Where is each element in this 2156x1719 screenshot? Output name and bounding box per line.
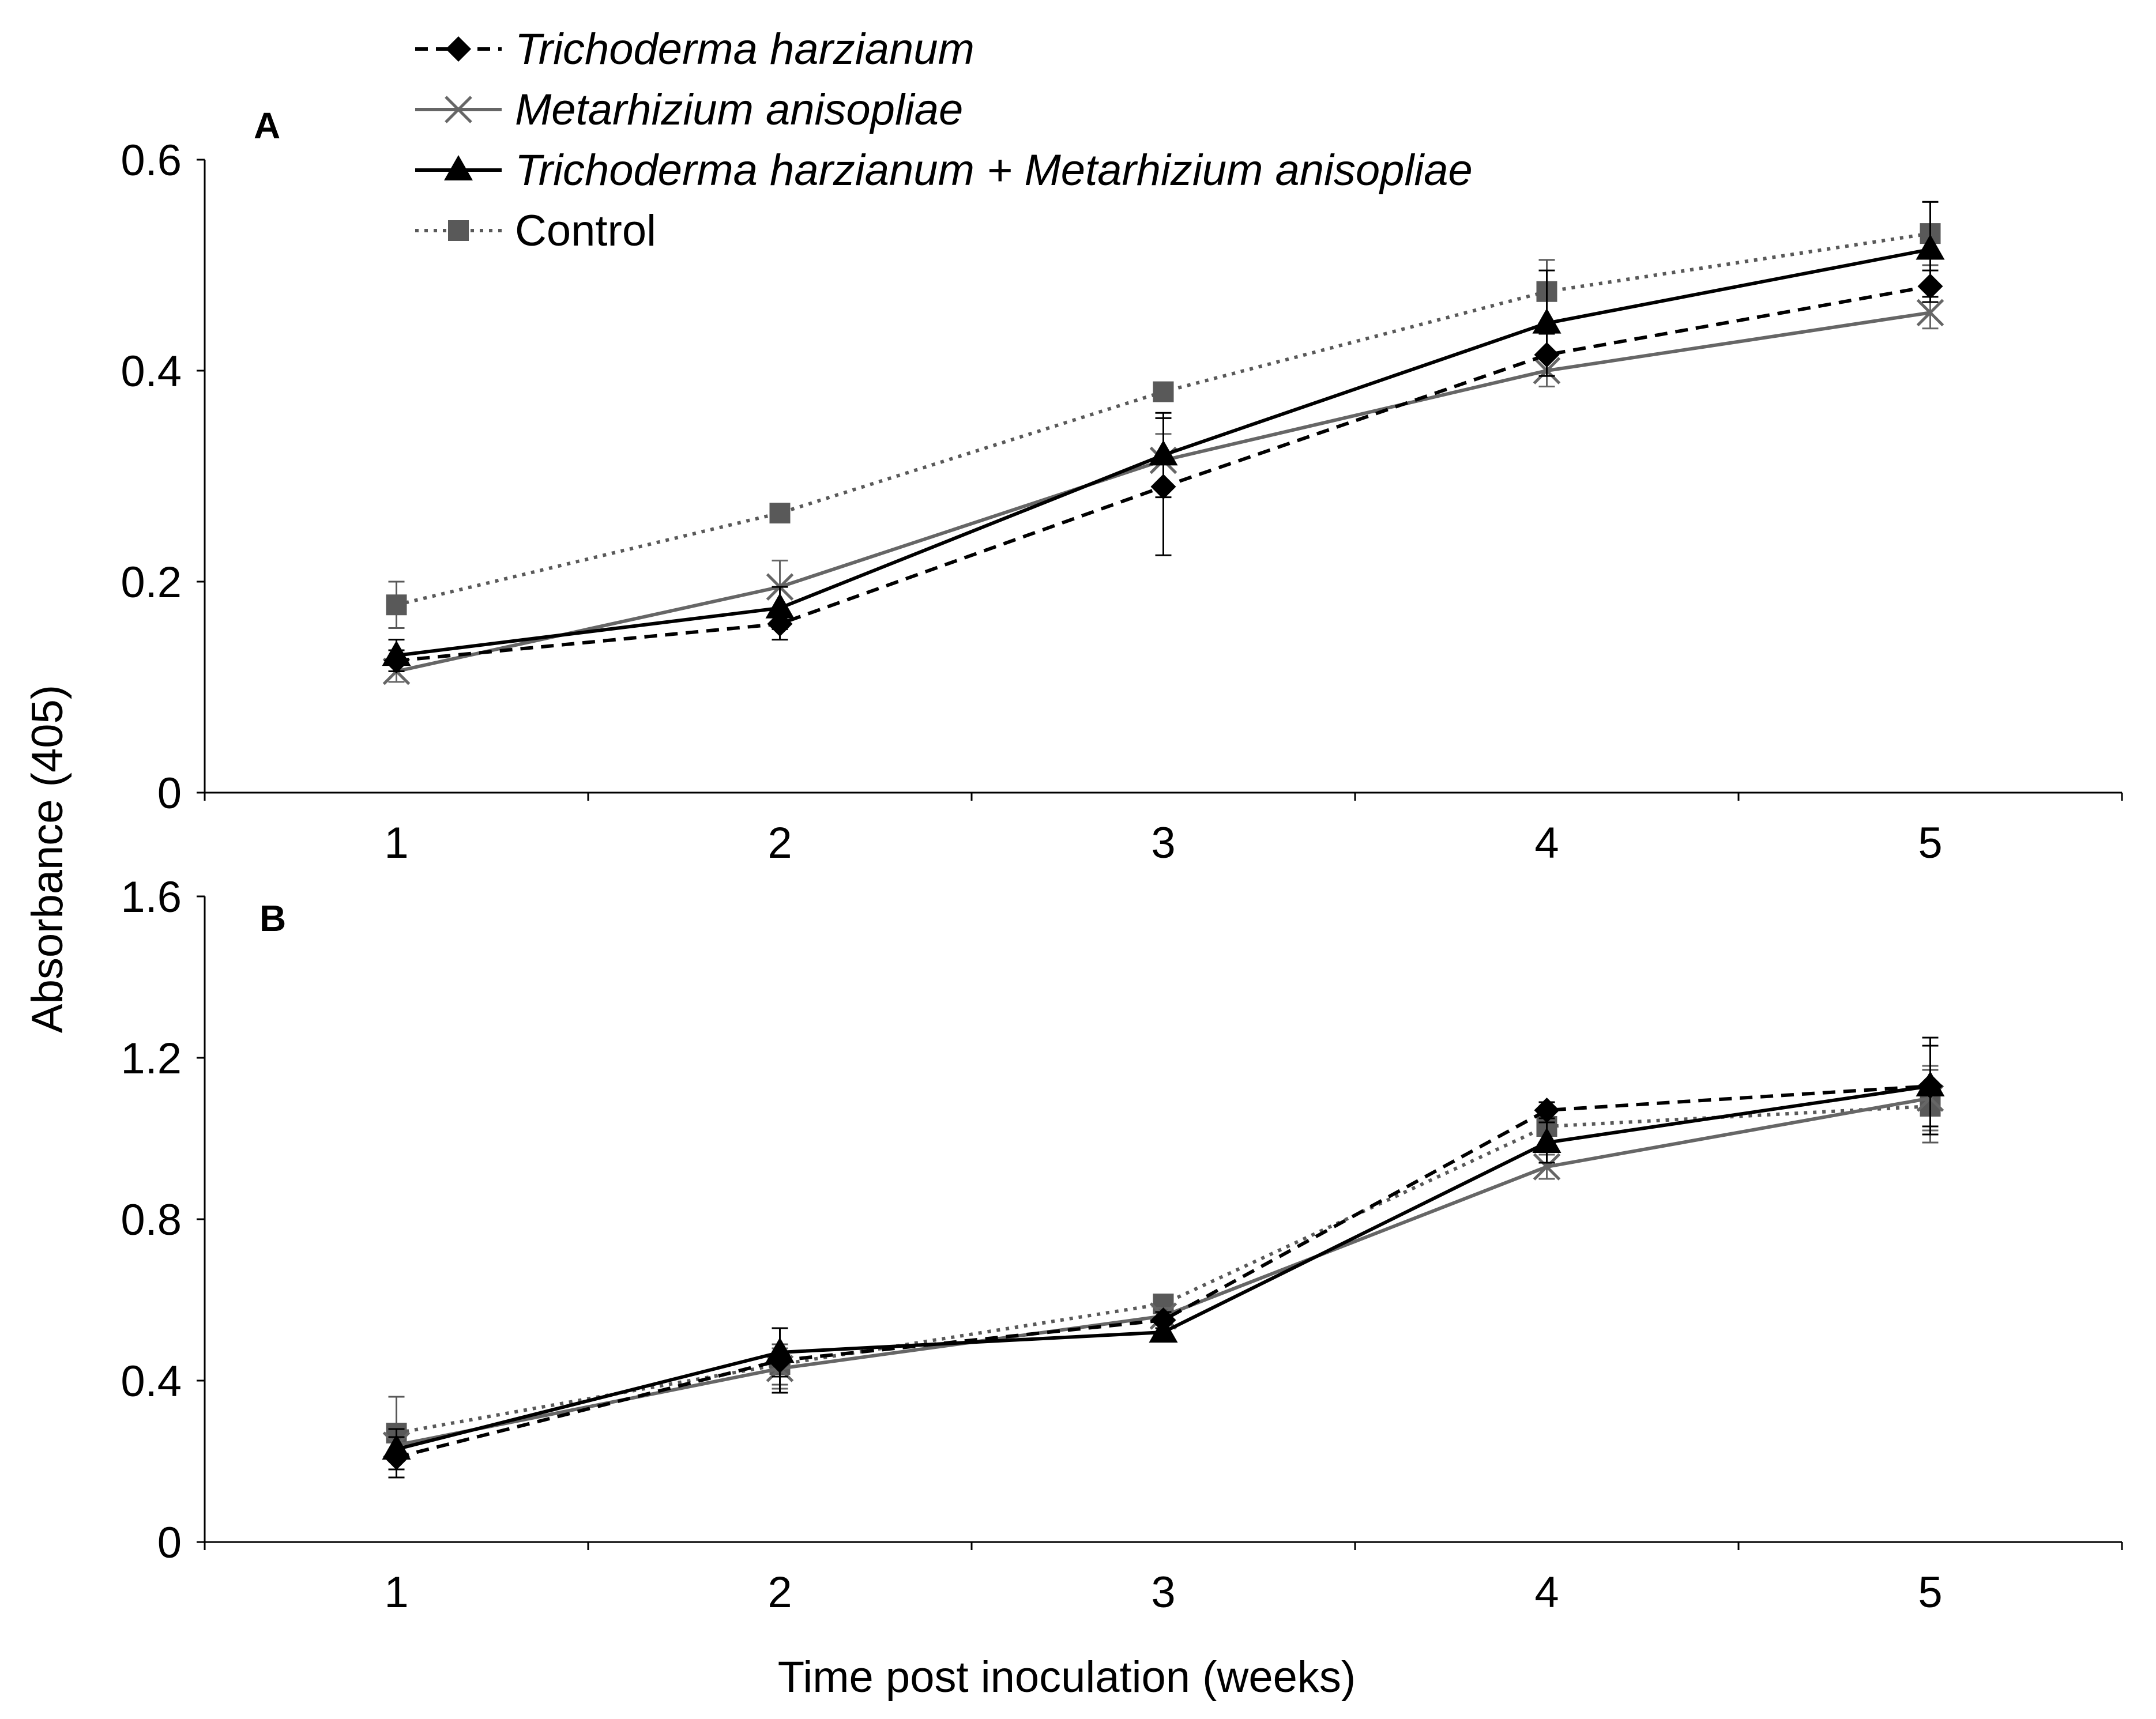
- series-th: [383, 1045, 1943, 1479]
- data-point: [765, 593, 795, 619]
- data-point: [1916, 299, 1944, 327]
- data-point: [1532, 308, 1561, 334]
- legend-item-th: Trichoderma harzianum: [415, 25, 974, 74]
- data-point: [1533, 1153, 1561, 1181]
- legend-item-thma: Trichoderma harzianum + Metarhizium anis…: [415, 146, 1473, 195]
- x-tick-label: 5: [1918, 819, 1942, 868]
- data-point: [1153, 381, 1174, 402]
- x-tick-label: 1: [384, 819, 408, 868]
- y-tick-label: 0: [157, 1518, 182, 1567]
- legend-marker: [445, 96, 472, 123]
- legend-marker: [444, 155, 473, 180]
- legend: Trichoderma harzianum Metarhizium anisopl…: [415, 25, 1473, 255]
- panel-b: 0 0.4 0.8 1.2 1.6 1 2 3 4 5 B: [121, 873, 2123, 1617]
- x-tick-label: 4: [1534, 819, 1559, 868]
- data-point: [386, 594, 407, 616]
- legend-label: Trichoderma harzianum: [515, 25, 974, 74]
- series-line: [396, 1084, 1931, 1459]
- data-point: [382, 640, 411, 666]
- y-tick-label: 0.6: [121, 136, 182, 185]
- panel-label: A: [254, 105, 280, 146]
- x-tick-label: 3: [1151, 1568, 1175, 1617]
- series-ma: [382, 1065, 1944, 1462]
- data-point: [765, 1337, 795, 1363]
- y-tick-label: 1.6: [121, 873, 182, 922]
- y-tick-label: 0.8: [121, 1196, 182, 1245]
- panel-a: 0 0.2 0.4 0.6 1 2 3 4 5 A: [121, 105, 2123, 868]
- data-point: [1916, 1071, 1945, 1096]
- series-line: [396, 1104, 1931, 1435]
- y-tick-label: 0: [157, 769, 182, 818]
- y-tick-label: 0.2: [121, 558, 182, 607]
- data-point: [1534, 1098, 1560, 1123]
- legend-item-ctrl: Control: [415, 206, 656, 255]
- data-point: [382, 1434, 411, 1460]
- panel-label: B: [259, 898, 286, 939]
- series-ctrl: [386, 1069, 1941, 1471]
- x-axis-title: Time post inoculation (weeks): [778, 1653, 1356, 1702]
- legend-label: Control: [515, 206, 656, 255]
- y-axis-title: Absorbance (405): [23, 685, 72, 1033]
- x-tick-label: 2: [767, 1568, 792, 1617]
- series-thma: [382, 201, 1945, 673]
- y-tick-label: 1.2: [121, 1034, 182, 1083]
- legend-item-ma: Metarhizium anisopliae: [415, 85, 963, 134]
- data-point: [769, 503, 791, 524]
- data-point: [1916, 234, 1945, 260]
- x-tick-label: 4: [1534, 1568, 1559, 1617]
- x-tick-label: 5: [1918, 1568, 1942, 1617]
- data-point: [1149, 440, 1178, 466]
- chart-panels: 0 0.2 0.4 0.6 1 2 3 4 5 A 0 0.4 0.8 1.2 1.6 1 2 3 4 5 B: [121, 105, 2123, 1617]
- x-tick-label: 1: [384, 1568, 408, 1617]
- legend-marker: [448, 220, 469, 241]
- legend-label: Trichoderma harzianum + Metarhizium anis…: [515, 146, 1473, 195]
- y-tick-label: 0.4: [121, 347, 182, 396]
- legend-label: Metarhizium anisopliae: [515, 85, 963, 134]
- data-point: [1532, 1128, 1561, 1153]
- y-tick-label: 0.4: [121, 1357, 182, 1406]
- x-tick-label: 2: [767, 819, 792, 868]
- x-tick-label: 3: [1151, 819, 1175, 868]
- legend-marker: [446, 36, 471, 62]
- series-thma: [382, 1036, 1945, 1471]
- data-point: [1149, 1317, 1178, 1343]
